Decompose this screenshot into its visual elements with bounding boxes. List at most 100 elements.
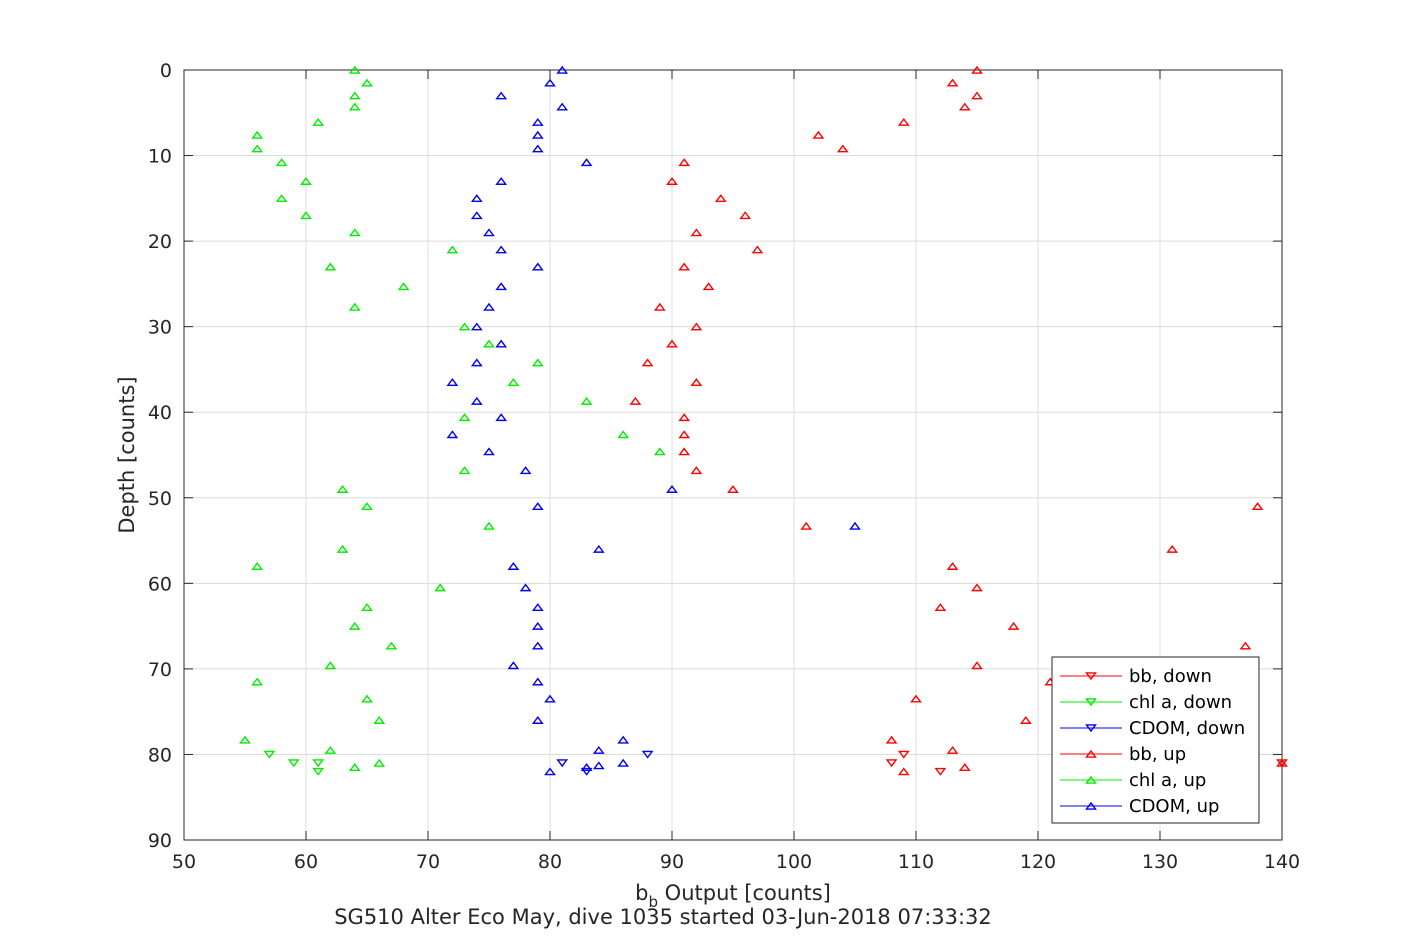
cdom-up-point bbox=[495, 91, 508, 100]
legend-label-bb-down: bb, down bbox=[1129, 666, 1212, 687]
cdom-up-point bbox=[666, 484, 678, 493]
cdom-up-point bbox=[849, 521, 861, 530]
x-tick-label: 100 bbox=[776, 851, 812, 873]
bb-up-point bbox=[934, 603, 947, 612]
legend-marker-cdom-up bbox=[1085, 801, 1097, 810]
chl-a-up-point bbox=[483, 339, 495, 348]
bb-up-point bbox=[958, 102, 971, 111]
y-tick-label: 90 bbox=[148, 830, 172, 852]
bb-up-point bbox=[678, 447, 691, 456]
cdom-up-point bbox=[470, 396, 483, 405]
legend-label-chl-a-down: chl a, down bbox=[1129, 692, 1232, 713]
axis-ticks: 50 60 70 80 90 100 110 120 130 140 0 10 20 30 40 50 60 70… bbox=[148, 60, 1300, 873]
chl-a-up-point bbox=[348, 102, 361, 111]
y-tick-label: 50 bbox=[148, 488, 172, 510]
chl-a-up-point bbox=[580, 396, 593, 405]
chl-a-up-point bbox=[361, 694, 373, 703]
chl-a-up-point bbox=[312, 117, 325, 126]
cdom-up-point bbox=[592, 761, 605, 770]
cdom-up-point bbox=[617, 758, 630, 767]
chl-a-up-point bbox=[324, 262, 337, 271]
bb-up-point bbox=[714, 194, 727, 203]
cdom-up-point bbox=[495, 413, 508, 422]
legend-marker-chl-a-up bbox=[1085, 775, 1097, 784]
cdom-up-point bbox=[507, 661, 520, 670]
cdom-up-point bbox=[495, 176, 508, 185]
chl-a-up-point bbox=[397, 282, 410, 291]
legend: bb, down chl a, down CDOM, down bb, up chl a… bbox=[1051, 656, 1260, 824]
bb-up-point bbox=[702, 282, 715, 291]
chl-a-up-point bbox=[617, 430, 630, 439]
cdom-up-point bbox=[531, 130, 544, 139]
chl-a-up-point bbox=[348, 763, 361, 772]
y-tick-label: 10 bbox=[148, 146, 172, 168]
cdom-up-point bbox=[556, 102, 569, 111]
bb-up-point bbox=[678, 262, 691, 271]
cdom-up-point bbox=[531, 603, 544, 612]
x-axis-label-subscript: b bbox=[648, 893, 658, 911]
bb-up-point bbox=[678, 430, 691, 439]
x-tick-label: 60 bbox=[294, 851, 318, 873]
chl-a-up-point bbox=[373, 758, 386, 767]
bb-up-point bbox=[971, 91, 983, 100]
chl-a-up-point bbox=[348, 65, 361, 74]
x-axis-label-rest: Output [counts] bbox=[658, 881, 831, 905]
bb-up-point bbox=[690, 378, 703, 387]
cdom-up-point bbox=[531, 144, 544, 153]
chl-a-up-point bbox=[336, 484, 349, 493]
cdom-up-point bbox=[470, 194, 483, 203]
cdom-up-point bbox=[544, 694, 556, 703]
bb-up-point bbox=[812, 130, 825, 139]
data-points bbox=[239, 65, 1288, 776]
chl-a-down-point bbox=[312, 759, 325, 768]
bb-up-point bbox=[690, 228, 703, 237]
chl-a-up-point bbox=[458, 413, 471, 422]
bb-up-point bbox=[739, 211, 752, 220]
x-axis-label: bb Output [counts] bbox=[635, 881, 831, 911]
chl-a-up-point bbox=[507, 378, 520, 387]
bb-up-point bbox=[897, 767, 910, 776]
chl-a-up-point bbox=[251, 130, 264, 139]
legend-label-bb-up: bb, up bbox=[1129, 744, 1186, 765]
chl-a-up-point bbox=[348, 621, 361, 630]
x-tick-label: 110 bbox=[898, 851, 934, 873]
chl-a-up-point bbox=[458, 466, 471, 475]
chl-a-up-point bbox=[239, 735, 251, 744]
chl-a-up-point bbox=[251, 561, 264, 570]
bb-up-point bbox=[946, 745, 959, 754]
bb-up-point bbox=[971, 661, 983, 670]
x-tick-label: 80 bbox=[538, 851, 562, 873]
legend-box bbox=[1051, 656, 1260, 824]
bb-up-point bbox=[641, 358, 654, 367]
cdom-down-point bbox=[580, 767, 593, 776]
y-tick-label: 30 bbox=[148, 317, 172, 339]
cdom-up-point bbox=[531, 715, 544, 724]
chl-a-down-point bbox=[312, 767, 325, 776]
cdom-up-point bbox=[531, 502, 544, 511]
y-tick-label: 80 bbox=[148, 744, 172, 766]
cdom-up-point bbox=[470, 358, 483, 367]
legend-marker-bb-up bbox=[1085, 749, 1097, 758]
legend-entries: bb, down chl a, down CDOM, down bb, up chl a… bbox=[1060, 666, 1245, 817]
bb-up-point bbox=[690, 466, 703, 475]
legend-marker-bb-down bbox=[1085, 672, 1097, 681]
bb-up-point bbox=[678, 158, 691, 167]
bb-up-point bbox=[897, 117, 910, 126]
y-tick-label: 0 bbox=[160, 60, 172, 82]
bb-up-point bbox=[666, 339, 678, 348]
bb-up-point bbox=[971, 65, 983, 74]
bb-up-point bbox=[910, 694, 922, 703]
cdom-up-point bbox=[544, 78, 556, 87]
cdom-down-point bbox=[641, 750, 654, 759]
chl-a-up-point bbox=[251, 144, 264, 153]
cdom-up-point bbox=[470, 322, 483, 331]
cdom-up-point bbox=[446, 430, 459, 439]
plot-area-frame bbox=[183, 69, 1283, 841]
chl-a-up-point bbox=[348, 91, 361, 100]
cdom-up-point bbox=[483, 228, 495, 237]
bb-up-point bbox=[836, 144, 849, 153]
legend-label-cdom-up: CDOM, up bbox=[1129, 796, 1219, 817]
y-tick-label: 60 bbox=[148, 573, 172, 595]
x-tick-label: 70 bbox=[416, 851, 440, 873]
